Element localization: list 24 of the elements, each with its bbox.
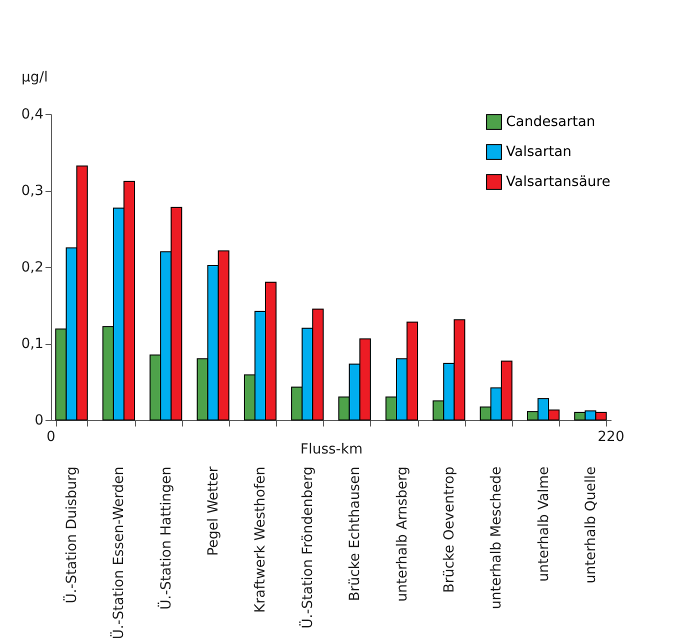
legend-label: Candesartan — [506, 114, 596, 130]
x-tick-label: unterhalb Arnsberg — [394, 466, 410, 602]
x-tick-label: Kraftwerk Westhofen — [252, 466, 269, 613]
y-tick-label: 0,4 — [21, 106, 44, 122]
x-tick-label: Brücke Oeventrop — [441, 466, 458, 593]
x-tick-label: Ü.-Station Fröndenberg — [298, 466, 316, 629]
x-tick-label: unterhalb Valme — [536, 466, 552, 582]
y-tick-label: 0,1 — [21, 336, 44, 352]
x-tick-label: unterhalb Meschede — [488, 466, 505, 610]
x-tick-label: Pegel Wetter — [206, 466, 222, 556]
x-tick-label: Ü.-Station Hattingen — [157, 466, 174, 610]
x-tick-label: Brücke Echthausen — [347, 466, 364, 602]
x-axis-title: Fluss-km — [300, 442, 363, 458]
y-axis-title: µg/l — [22, 70, 48, 86]
y-tick-label: 0 — [34, 412, 44, 428]
y-tick-label: 0,3 — [21, 183, 44, 199]
legend-label: Valsartan — [506, 144, 572, 160]
x-tick-label: Ü.-Station Duisburg — [63, 466, 80, 604]
y-tick-label: 0,2 — [21, 260, 44, 276]
text: 0 — [46, 429, 56, 445]
x-tick-label: Ü.-Station Essen-Werden — [110, 466, 128, 638]
text: 220 — [598, 429, 624, 445]
x-tick-label: unterhalb Quelle — [582, 466, 599, 584]
legend-label: Valsartansäure — [506, 174, 610, 190]
